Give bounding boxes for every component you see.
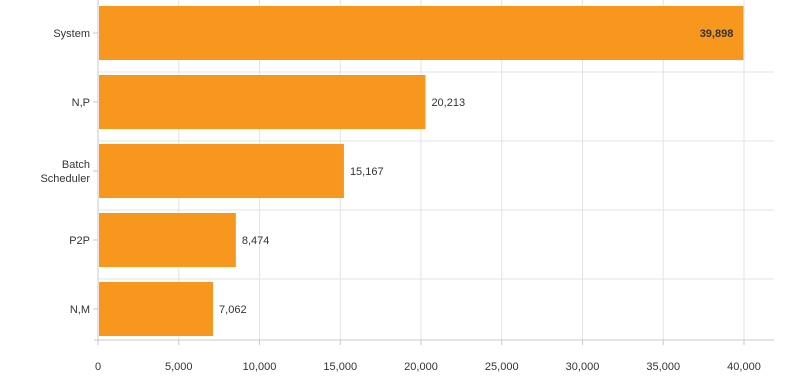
category-label: N,M xyxy=(70,304,90,316)
category-label: P2P xyxy=(69,235,90,247)
bar xyxy=(99,6,744,60)
x-tick-label: 25,000 xyxy=(485,361,519,373)
x-tick-label: 20,000 xyxy=(404,361,438,373)
bar xyxy=(99,75,426,129)
x-tick-label: 0 xyxy=(95,361,101,373)
category-label: Batch Scheduler xyxy=(40,159,90,185)
x-tick-label: 5,000 xyxy=(165,361,193,373)
bar-layer xyxy=(99,6,744,336)
x-tick-label: 10,000 xyxy=(243,361,277,373)
value-label: 39,898 xyxy=(700,28,734,40)
bar xyxy=(99,213,236,267)
value-label: 15,167 xyxy=(350,166,384,178)
category-label: System xyxy=(53,28,90,40)
x-tick-label: 40,000 xyxy=(727,361,761,373)
bar xyxy=(99,282,214,336)
label-layer: System 39,898 N,P 20,213 Batch Scheduler 15,16… xyxy=(40,28,733,316)
category-label: N,P xyxy=(72,97,90,109)
value-label: 7,062 xyxy=(219,304,247,316)
value-label: 8,474 xyxy=(242,235,270,247)
x-tick-label: 15,000 xyxy=(323,361,357,373)
x-tick-label: 30,000 xyxy=(566,361,600,373)
axis-layer: 0 5,000 10,000 15,000 20,000 25,000 30,000 35,0… xyxy=(93,0,774,373)
x-tick-label: 35,000 xyxy=(646,361,680,373)
bar xyxy=(99,144,344,198)
value-label: 20,213 xyxy=(431,97,465,109)
